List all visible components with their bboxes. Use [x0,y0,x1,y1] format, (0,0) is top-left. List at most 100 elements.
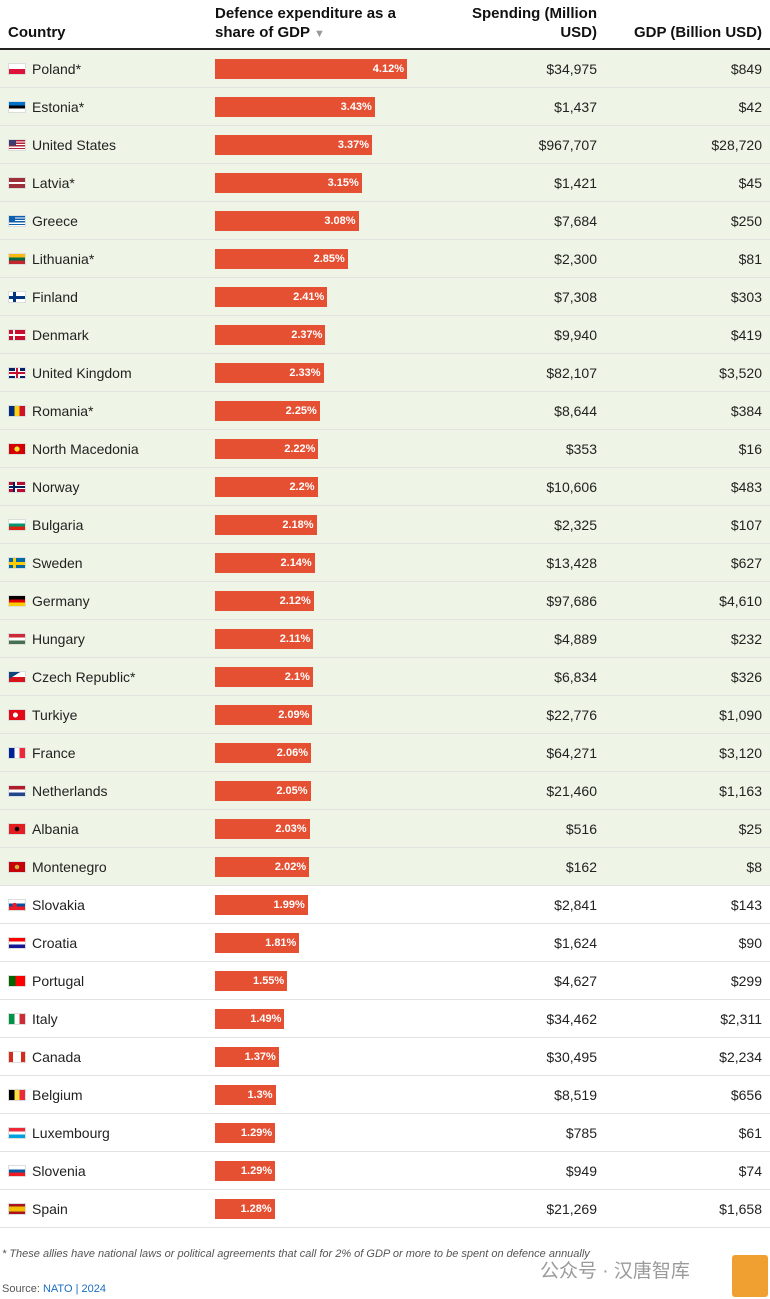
table-row: Netherlands 2.05% $21,460 $1,163 [0,772,770,810]
share-bar: 3.15% [215,173,362,193]
share-bar-label: 1.81% [265,937,297,949]
share-bar: 2.05% [215,781,311,801]
share-bar: 2.2% [215,477,318,497]
share-bar-label: 2.12% [279,595,311,607]
spending-value: $4,889 [554,631,597,647]
spending-value: $1,624 [554,935,597,951]
gdp-value: $42 [738,99,762,115]
country-name: Slovakia [32,897,85,913]
portugal-flag-icon [8,975,26,987]
share-bar-label: 2.22% [284,443,316,455]
gdp-value: $16 [738,441,762,457]
share-bar: 2.12% [215,591,314,611]
share-bar-label: 1.29% [240,1127,273,1139]
share-bar-label: 2.05% [276,785,308,797]
spending-value: $516 [565,821,597,837]
spending-value: $10,606 [546,479,597,495]
country-name: Italy [32,1011,58,1027]
country-name: France [32,745,76,761]
spending-value: $22,776 [546,707,597,723]
estonia-flag-icon [8,101,26,113]
gdp-value: $326 [730,669,762,685]
country-column-header[interactable]: Country [8,24,66,41]
spending-value: $6,834 [554,669,597,685]
spending-value: $21,269 [546,1201,597,1217]
hungary-flag-icon [8,633,26,645]
latvia-flag-icon [8,177,26,189]
spending-value: $7,684 [554,213,597,229]
country-name: Lithuania* [32,251,95,267]
share-bar-label: 2.03% [275,823,307,835]
country-name: Portugal [32,973,85,989]
table-row: Latvia* 3.15% $1,421 $45 [0,164,770,202]
share-bar-label: 3.08% [324,215,356,227]
share-bar-label: 2.14% [280,557,312,569]
gdp-value: $483 [730,479,762,495]
table-row: Slovenia 1.29% $949 $74 [0,1152,770,1190]
denmark-flag-icon [8,329,26,341]
country-name: Romania* [32,403,94,419]
sweden-flag-icon [8,557,26,569]
share-bar-label: 4.12% [372,63,404,75]
gdp-value: $419 [730,327,762,343]
country-name: Luxembourg [32,1125,110,1141]
spending-column-header[interactable]: Spending (Million USD) [427,4,597,42]
spend-header-line1: Spending (Million [472,5,597,22]
gdp-value: $45 [738,175,762,191]
poland-flag-icon [8,63,26,75]
country-name: Latvia* [32,175,75,191]
table-row: Spain 1.28% $21,269 $1,658 [0,1190,770,1228]
share-bar: 3.37% [215,135,373,155]
table-row: Bulgaria 2.18% $2,325 $107 [0,506,770,544]
share-bar: 1.29% [215,1161,276,1181]
share-bar-label: 2.11% [279,633,311,645]
slovakia-flag-icon [8,899,26,911]
share-bar: 2.18% [215,515,317,535]
share-column-header[interactable]: Defence expenditure as a share of GDP ▼ [215,4,425,44]
table-row: Lithuania* 2.85% $2,300 $81 [0,240,770,278]
sort-down-icon[interactable]: ▼ [314,28,325,40]
table-row: North Macedonia 2.22% $353 $16 [0,430,770,468]
table-row: Hungary 2.11% $4,889 $232 [0,620,770,658]
canada-flag-icon [8,1051,26,1063]
share-bar: 1.49% [215,1009,285,1029]
country-name: United States [32,137,117,153]
share-bar: 2.11% [215,629,314,649]
lithuania-flag-icon [8,253,26,265]
macedonia-flag-icon [8,443,26,455]
gdp-value: $1,163 [719,783,762,799]
gdp-value: $1,090 [719,707,762,723]
spending-value: $4,627 [554,973,597,989]
gdp-value: $28,720 [711,137,762,153]
share-bar-label: 3.37% [337,139,370,151]
table-row: Estonia* 3.43% $1,437 $42 [0,88,770,126]
country-name: United Kingdom [32,365,132,381]
source-label: Source: [2,1283,43,1295]
romania-flag-icon [8,405,26,417]
country-name: Turkiye [32,707,78,723]
country-name: Norway [32,479,80,495]
share-bar: 2.14% [215,553,315,573]
netherlands-flag-icon [8,785,26,797]
gdp-column-header[interactable]: GDP (Billion USD) [633,24,762,41]
table-row: Romania* 2.25% $8,644 $384 [0,392,770,430]
source-line: Source: NATO | 2024 [2,1283,106,1295]
luxembourg-flag-icon [8,1127,26,1139]
source-link[interactable]: NATO | 2024 [42,1283,106,1295]
gdp-value: $25 [738,821,762,837]
share-bar: 2.02% [215,857,310,877]
belgium-flag-icon [8,1089,26,1101]
gdp-value: $8 [746,859,762,875]
gdp-value: $74 [738,1163,762,1179]
country-name: Estonia* [32,99,85,115]
gdp-value: $849 [730,61,762,77]
gdp-value: $2,234 [719,1049,762,1065]
finland-flag-icon [8,291,26,303]
country-name: Bulgaria [32,517,84,533]
gdp-value: $250 [730,213,762,229]
spending-value: $2,841 [554,897,597,913]
country-name: North Macedonia [32,441,139,457]
gdp-value: $4,610 [719,593,762,609]
country-name: Slovenia [32,1163,86,1179]
share-bar-label: 2.09% [278,709,310,721]
